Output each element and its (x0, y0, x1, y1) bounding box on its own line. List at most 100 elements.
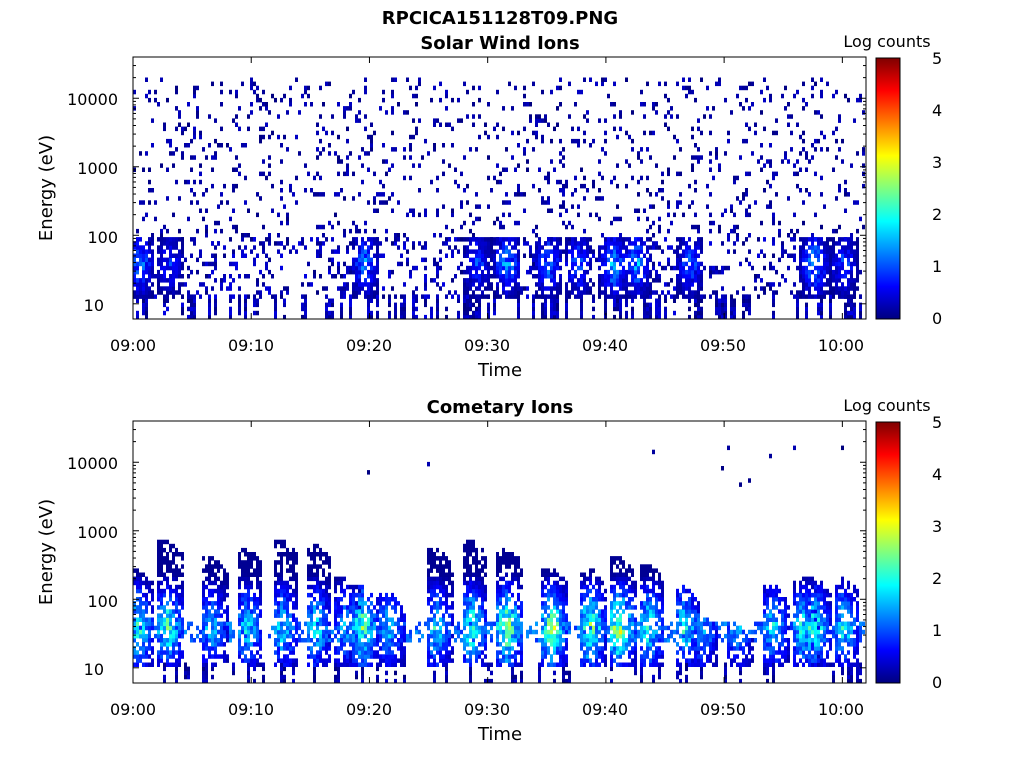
heatmap-cell (472, 261, 475, 267)
heatmap-cell (505, 147, 508, 152)
heatmap-cell (175, 547, 178, 553)
heatmap-cell (436, 118, 439, 123)
heatmap-cell (283, 605, 286, 610)
heatmap-cell (817, 274, 820, 279)
heatmap-cell (853, 118, 856, 123)
heatmap-cell (436, 568, 439, 573)
heatmap-cell (445, 678, 448, 684)
heatmap-cell (163, 265, 166, 271)
heatmap-cell (682, 294, 685, 299)
heatmap-cell (697, 274, 700, 279)
heatmap-cell (262, 674, 265, 680)
heatmap-cell (523, 151, 526, 156)
heatmap-cell (676, 294, 679, 299)
heatmap-cell (673, 294, 676, 299)
heatmap-cell (418, 212, 421, 218)
heatmap-cell (328, 605, 331, 610)
heatmap-cell (256, 597, 259, 602)
heatmap-cell (613, 81, 616, 87)
heatmap-cell (202, 592, 205, 598)
heatmap-cell (370, 633, 373, 639)
heatmap-cell (259, 269, 262, 275)
heatmap-cell (313, 597, 316, 602)
heatmap-cell (205, 670, 208, 676)
heatmap-cell (175, 605, 178, 610)
heatmap-cell (430, 642, 433, 647)
heatmap-cell (697, 261, 700, 267)
heatmap-cell (379, 253, 382, 258)
heatmap-cell (616, 269, 619, 275)
heatmap-cell (475, 192, 478, 197)
heatmap-cell (361, 245, 364, 250)
heatmap-cell (589, 77, 592, 82)
heatmap-cell (358, 97, 361, 103)
heatmap-cell (319, 601, 322, 606)
heatmap-cell (328, 642, 331, 647)
heatmap-cell (709, 212, 712, 218)
heatmap-cell (535, 122, 538, 127)
heatmap-cell (433, 662, 436, 667)
heatmap-cell (313, 609, 316, 614)
heatmap-cell (208, 556, 211, 561)
heatmap-cell (136, 314, 139, 320)
heatmap-cell (433, 674, 436, 680)
heatmap-cell (187, 670, 190, 676)
heatmap-cell (304, 314, 307, 320)
heatmap-cell (433, 552, 436, 557)
heatmap-cell (328, 597, 331, 602)
heatmap-cell (430, 605, 433, 610)
heatmap-cell (175, 564, 178, 569)
heatmap-cell (373, 621, 376, 627)
heatmap-cell (619, 314, 622, 320)
heatmap-cell (508, 237, 511, 242)
heatmap-cell (505, 265, 508, 271)
heatmap-cell (550, 314, 553, 320)
heatmap-cell (376, 601, 379, 606)
heatmap-cell (541, 245, 544, 250)
heatmap-cell (340, 588, 343, 594)
heatmap-cell (466, 245, 469, 250)
heatmap-cell (343, 638, 346, 643)
heatmap-cell (634, 237, 637, 242)
heatmap-cell (631, 241, 634, 246)
heatmap-cell (328, 151, 331, 156)
heatmap-cell (274, 241, 277, 246)
heatmap-cell (793, 212, 796, 218)
heatmap-cell (148, 617, 151, 622)
heatmap-cell (376, 314, 379, 320)
heatmap-cell (136, 662, 139, 667)
heatmap-cell (382, 613, 385, 618)
heatmap-cell (337, 269, 340, 275)
heatmap-cell (829, 286, 832, 291)
heatmap-cell (496, 265, 499, 271)
heatmap-cell (157, 286, 160, 291)
heatmap-cell (778, 228, 781, 234)
heatmap-cell (271, 183, 274, 189)
heatmap-cell (322, 609, 325, 614)
heatmap-cell (802, 245, 805, 250)
heatmap-cell (832, 167, 835, 172)
heatmap-cell (274, 638, 277, 643)
heatmap-cell (697, 310, 700, 316)
heatmap-cell (625, 249, 628, 254)
heatmap-cell (292, 192, 295, 197)
heatmap-cell (316, 130, 319, 136)
heatmap-cell (760, 249, 763, 254)
heatmap-cell (646, 274, 649, 279)
heatmap-cell (232, 294, 235, 299)
heatmap-cell (493, 237, 496, 242)
heatmap-cell (370, 650, 373, 655)
heatmap-cell (469, 278, 472, 283)
heatmap-cell (427, 654, 430, 659)
heatmap-cell (259, 642, 262, 647)
heatmap-cell (379, 621, 382, 627)
heatmap-cell (841, 253, 844, 258)
heatmap-cell (142, 290, 145, 295)
heatmap-cell (688, 282, 691, 287)
heatmap-cell (214, 617, 217, 622)
heatmap-cell (535, 257, 538, 263)
heatmap-cell (337, 576, 340, 582)
heatmap-cell (307, 654, 310, 659)
heatmap-cell (175, 257, 178, 263)
heatmap-cell (166, 265, 169, 271)
